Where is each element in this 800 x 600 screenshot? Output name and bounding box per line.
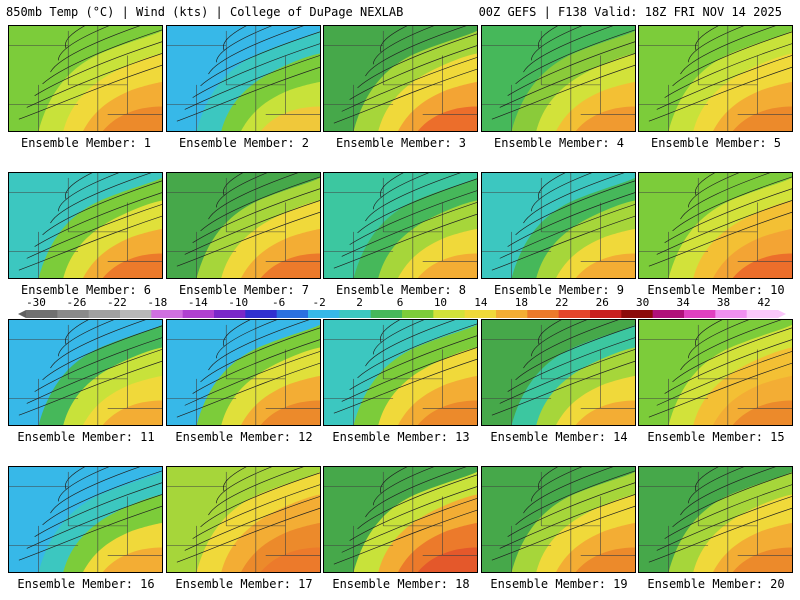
ensemble-panel	[481, 466, 636, 573]
ensemble-panel	[481, 25, 636, 132]
colorbar-segment	[464, 310, 497, 318]
colorbar-segment	[120, 310, 152, 318]
colorbar-segment	[276, 310, 309, 318]
ensemble-member-label: Ensemble Member: 9	[493, 283, 625, 297]
colorbar-tick-label: -2	[312, 296, 326, 309]
colorbar-tick-label: 2	[356, 296, 363, 309]
ensemble-member-label: Ensemble Member: 10	[647, 283, 785, 297]
colorbar-tick-label: -6	[272, 296, 286, 309]
ensemble-member-label: Ensemble Member: 6	[20, 283, 152, 297]
colorbar-segment	[370, 310, 403, 318]
ensemble-member-label: Ensemble Member: 18	[332, 577, 470, 591]
header-left-title: 850mb Temp (°C) | Wind (kts) | College o…	[6, 5, 404, 19]
ensemble-panel	[166, 319, 321, 426]
ensemble-member-label: Ensemble Member: 14	[490, 430, 628, 444]
colorbar-segment	[590, 310, 622, 318]
ensemble-panel	[638, 466, 793, 573]
colorbar-segment	[57, 310, 90, 318]
ensemble-member-label: Ensemble Member: 19	[490, 577, 628, 591]
ensemble-panel	[481, 319, 636, 426]
colorbar-tick-label: -22	[106, 296, 127, 309]
colorbar-tick-label: -10	[228, 296, 249, 309]
ensemble-member-label: Ensemble Member: 13	[332, 430, 470, 444]
ensemble-member-label: Ensemble Member: 5	[650, 136, 782, 150]
ensemble-member-label: Ensemble Member: 12	[175, 430, 313, 444]
ensemble-member-label: Ensemble Member: 20	[647, 577, 785, 591]
colorbar-tick-label: -30	[26, 296, 46, 309]
ensemble-panel	[166, 25, 321, 132]
ensemble-member-label: Ensemble Member: 8	[335, 283, 467, 297]
ensemble-panel	[8, 319, 163, 426]
colorbar-segment	[746, 310, 779, 318]
temperature-colorbar	[18, 310, 786, 318]
colorbar-tick-label: 6	[396, 296, 404, 309]
ensemble-panel	[166, 466, 321, 573]
ensemble-member-label: Ensemble Member: 16	[17, 577, 155, 591]
header-right-title: 00Z GEFS | F138 Valid: 18Z FRI NOV 14 20…	[478, 5, 782, 19]
colorbar-tick-label: 30	[636, 296, 650, 309]
colorbar-segment	[339, 310, 372, 318]
ensemble-panel	[8, 466, 163, 573]
ensemble-panel	[8, 25, 163, 132]
colorbar-segment	[151, 310, 184, 318]
colorbar-segment	[214, 310, 246, 318]
colorbar-tick-label: 10	[433, 296, 448, 309]
colorbar-tick-label: 26	[595, 296, 609, 309]
ensemble-panel	[323, 25, 478, 132]
colorbar-segment	[308, 310, 340, 318]
ensemble-panel	[638, 319, 793, 426]
colorbar-max-arrow	[778, 310, 786, 318]
colorbar-segment	[621, 310, 654, 318]
ensemble-member-label: Ensemble Member: 1	[20, 136, 152, 150]
colorbar-segment	[182, 310, 215, 318]
ensemble-panel	[323, 319, 478, 426]
ensemble-panel	[638, 25, 793, 132]
ensemble-panel	[166, 172, 321, 279]
ensemble-member-label: Ensemble Member: 15	[647, 430, 785, 444]
colorbar-segment	[652, 310, 685, 318]
colorbar-tick-label: -18	[147, 296, 168, 309]
colorbar-tick-label: 18	[514, 296, 528, 309]
ensemble-panel	[481, 172, 636, 279]
colorbar-min-arrow	[18, 310, 26, 318]
ensemble-member-label: Ensemble Member: 2	[178, 136, 310, 150]
colorbar-segment	[245, 310, 278, 318]
ensemble-panel	[323, 466, 478, 573]
colorbar-tick-label: 42	[757, 296, 771, 309]
colorbar-tick-label: -14	[187, 296, 208, 309]
ensemble-member-label: Ensemble Member: 3	[335, 136, 467, 150]
ensemble-panel	[638, 172, 793, 279]
ensemble-member-label: Ensemble Member: 4	[493, 136, 625, 150]
colorbar-segment	[26, 310, 58, 318]
colorbar-tick-label: -26	[66, 296, 87, 309]
colorbar-segment	[715, 310, 748, 318]
colorbar-tick-label: 22	[555, 296, 569, 309]
colorbar-segment	[684, 310, 716, 318]
ensemble-member-label: Ensemble Member: 11	[17, 430, 155, 444]
colorbar-tick-label: 38	[716, 296, 731, 309]
colorbar-segment	[558, 310, 591, 318]
colorbar-tick-label: 14	[474, 296, 488, 309]
colorbar-segment	[496, 310, 528, 318]
colorbar-segment	[527, 310, 560, 318]
ensemble-member-label: Ensemble Member: 7	[178, 283, 310, 297]
colorbar-segment	[88, 310, 121, 318]
colorbar-tick-label: 34	[676, 296, 690, 309]
ensemble-panel	[8, 172, 163, 279]
colorbar-segment	[402, 310, 434, 318]
ensemble-panel	[323, 172, 478, 279]
ensemble-member-label: Ensemble Member: 17	[175, 577, 313, 591]
colorbar-segment	[433, 310, 466, 318]
